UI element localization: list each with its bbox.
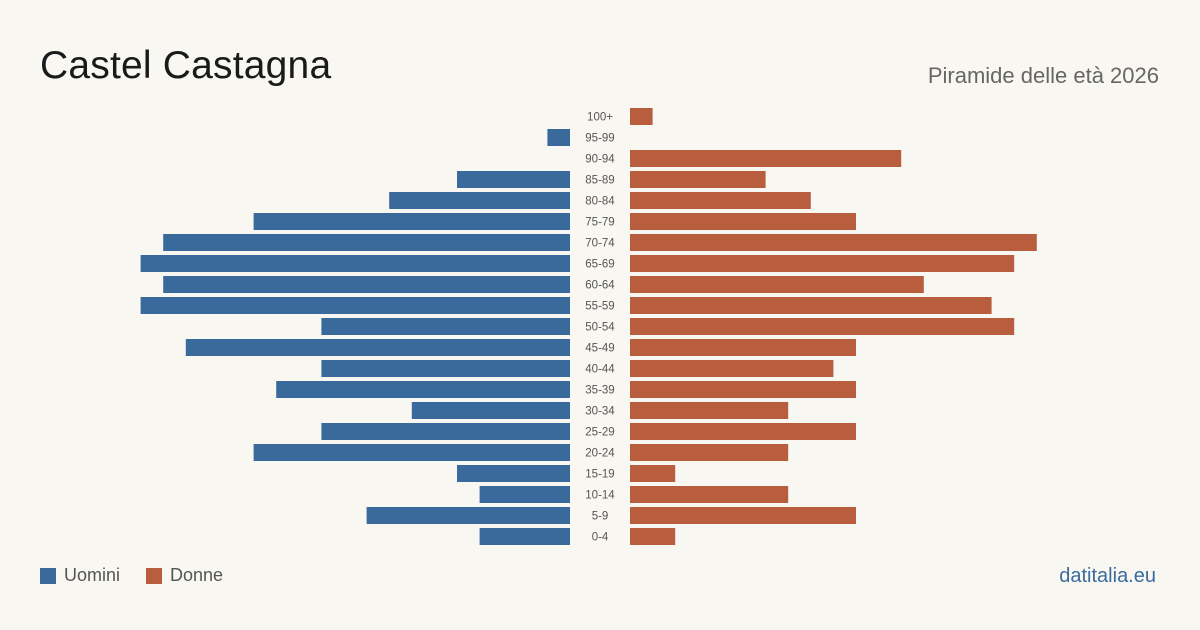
bar-women-100-plus xyxy=(630,108,653,125)
bar-women-5-9 xyxy=(630,507,856,524)
bar-men-10-14 xyxy=(479,486,570,503)
age-label-30-34: 30-34 xyxy=(585,406,615,418)
bar-men-95-99 xyxy=(547,129,570,146)
bar-men-45-49 xyxy=(185,339,571,356)
bar-women-75-79 xyxy=(630,213,856,230)
bar-men-15-19 xyxy=(457,465,570,482)
bar-men-5-9 xyxy=(366,507,570,524)
bar-men-85-89 xyxy=(457,171,570,188)
bar-men-50-54 xyxy=(321,318,570,335)
age-label-40-44: 40-44 xyxy=(585,364,615,376)
bar-women-30-34 xyxy=(630,402,789,419)
bar-women-85-89 xyxy=(630,171,766,188)
age-label-15-19: 15-19 xyxy=(585,469,614,481)
bar-men-70-74 xyxy=(163,234,570,251)
bar-women-25-29 xyxy=(630,423,856,440)
bar-men-30-34 xyxy=(411,402,570,419)
age-label-10-14: 10-14 xyxy=(585,490,615,502)
legend-label-women: Donne xyxy=(170,565,224,585)
age-label-5-9: 5-9 xyxy=(592,511,609,523)
age-label-90-94: 90-94 xyxy=(585,154,615,166)
bar-men-55-59 xyxy=(140,297,570,314)
bar-women-70-74 xyxy=(630,234,1037,251)
bar-women-0-4 xyxy=(630,528,676,545)
bar-women-80-84 xyxy=(630,192,811,209)
bar-men-20-24 xyxy=(253,444,570,461)
age-label-85-89: 85-89 xyxy=(585,175,614,187)
bar-women-65-69 xyxy=(630,255,1015,272)
bar-men-25-29 xyxy=(321,423,570,440)
age-label-70-74: 70-74 xyxy=(585,238,615,250)
age-label-100-plus: 100+ xyxy=(587,112,613,124)
bar-men-75-79 xyxy=(253,213,570,230)
bar-women-90-94 xyxy=(630,150,902,167)
bar-women-45-49 xyxy=(630,339,856,356)
bar-men-35-39 xyxy=(276,381,570,398)
legend-swatch-men xyxy=(40,567,56,584)
legend-item-women: Donne xyxy=(146,565,223,586)
source-link[interactable]: datitalia.eu xyxy=(1059,565,1156,587)
legend: Uomini Donne xyxy=(40,565,249,586)
bar-men-60-64 xyxy=(163,276,570,293)
bar-women-50-54 xyxy=(630,318,1015,335)
age-label-20-24: 20-24 xyxy=(585,448,615,460)
bar-women-20-24 xyxy=(630,444,789,461)
page-subtitle: Piramide delle età 2026 xyxy=(927,63,1159,88)
age-label-25-29: 25-29 xyxy=(585,427,614,439)
bar-women-10-14 xyxy=(630,486,789,503)
age-label-75-79: 75-79 xyxy=(585,217,614,229)
bar-women-40-44 xyxy=(630,360,834,377)
bar-women-55-59 xyxy=(630,297,992,314)
bar-men-0-4 xyxy=(479,528,570,545)
bar-women-60-64 xyxy=(630,276,924,293)
age-label-50-54: 50-54 xyxy=(585,322,615,334)
page-title: Castel Castagna xyxy=(40,44,332,87)
age-label-60-64: 60-64 xyxy=(585,280,615,292)
bar-men-80-84 xyxy=(389,192,570,209)
bar-women-35-39 xyxy=(630,381,856,398)
bar-men-65-69 xyxy=(140,255,570,272)
age-label-0-4: 0-4 xyxy=(592,532,609,544)
legend-label-men: Uomini xyxy=(64,565,121,585)
age-label-95-99: 95-99 xyxy=(585,133,614,145)
legend-item-men: Uomini xyxy=(40,565,120,586)
legend-swatch-women xyxy=(146,567,163,584)
age-label-65-69: 65-69 xyxy=(585,259,614,271)
bar-women-15-19 xyxy=(630,465,676,482)
age-label-45-49: 45-49 xyxy=(585,343,614,355)
bar-men-40-44 xyxy=(321,360,570,377)
age-label-35-39: 35-39 xyxy=(585,385,614,397)
age-label-55-59: 55-59 xyxy=(585,301,614,313)
age-label-80-84: 80-84 xyxy=(585,196,615,208)
